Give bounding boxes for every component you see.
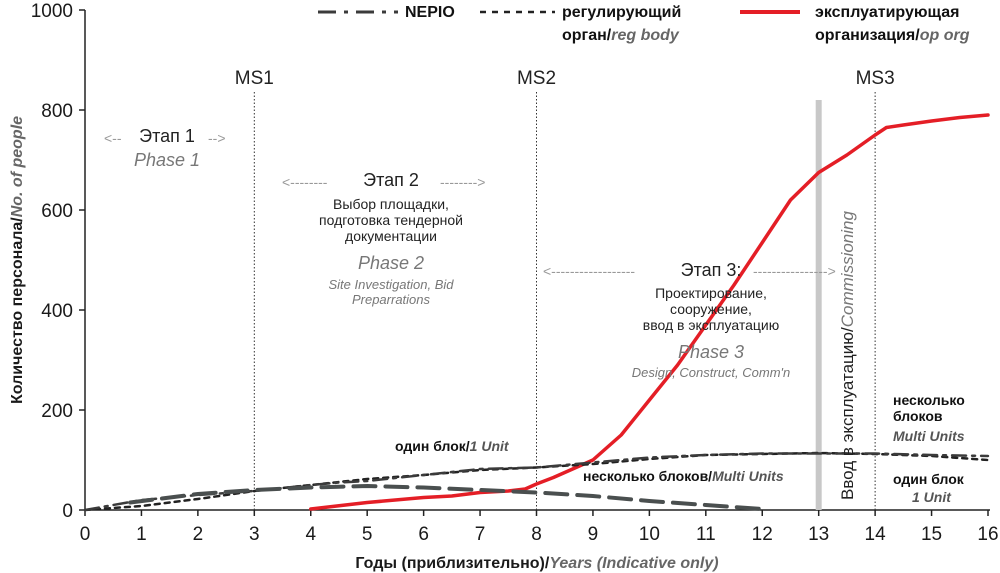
phase-3-desc-en: Design, Construct, Comm'n bbox=[632, 365, 791, 380]
y-tick-label: 0 bbox=[62, 501, 73, 522]
x-tick-label: 13 bbox=[808, 524, 829, 545]
x-tick-label: 4 bbox=[305, 524, 316, 545]
annotation-multi-en: Multi Units bbox=[712, 468, 784, 484]
annotation-multi-units: несколько блоков/Multi Units bbox=[583, 468, 784, 484]
x-tick-label: 3 bbox=[249, 524, 260, 545]
phase-2-title: Этап 2 bbox=[363, 170, 419, 190]
y-axis-title-en: No. of people bbox=[9, 116, 26, 217]
right-one-ru: один блок bbox=[893, 471, 965, 487]
x-tick-label: 0 bbox=[80, 524, 91, 545]
legend-op-label-2: организация/op org bbox=[815, 27, 970, 44]
phase-2-arrow-left: <-------- bbox=[282, 174, 328, 190]
annotation-one-unit-en: 1 Unit bbox=[470, 438, 510, 454]
phase-3-desc-ru-2: сооружение, bbox=[670, 301, 752, 317]
x-tick-label: 10 bbox=[639, 524, 660, 545]
phase-2-en: Phase 2 bbox=[358, 253, 424, 273]
legend-op-en: op org bbox=[920, 27, 970, 44]
x-tick-label: 15 bbox=[921, 524, 942, 545]
commissioning-en: Commissioning bbox=[838, 211, 857, 328]
x-axis-title-en: Years (Indicative only) bbox=[549, 555, 718, 572]
milestone-label-ms2: MS2 bbox=[517, 68, 556, 89]
y-tick-label: 800 bbox=[41, 101, 73, 122]
phase-2-arrow-right: --------> bbox=[440, 174, 485, 190]
phase-3-desc-ru-1: Проектирование, bbox=[655, 285, 767, 301]
phase-3-arrow-right: ----------------> bbox=[753, 263, 836, 279]
legend-reg-label-2: орган/reg body bbox=[562, 27, 680, 44]
phase-2-desc-ru-1: Выбор площадки, bbox=[333, 196, 449, 212]
x-tick-label: 7 bbox=[475, 524, 486, 545]
annotation-one-unit: один блок/1 Unit bbox=[395, 438, 510, 454]
legend-op-ru2: организация/ bbox=[815, 27, 920, 44]
phase-1-title: Этап 1 bbox=[139, 126, 195, 146]
commissioning-ru: Ввод в эксплуатацию/ bbox=[838, 327, 857, 500]
annotation-multi-ru: несколько блоков/ bbox=[583, 468, 712, 484]
x-tick-label: 12 bbox=[752, 524, 773, 545]
legend-op-label-1: эксплуатирующая bbox=[815, 4, 959, 21]
x-tick-label: 14 bbox=[865, 524, 887, 545]
right-multi-ru-2: блоков bbox=[893, 408, 943, 424]
x-ticks: 0 1 2 3 4 5 6 7 8 9 10 11 12 13 14 15 16 bbox=[80, 510, 999, 545]
phase-2-desc-ru-3: документации bbox=[345, 228, 437, 244]
y-tick-label: 400 bbox=[41, 301, 73, 322]
commissioning-label: Ввод в эксплуатацию/Commissioning bbox=[838, 211, 857, 500]
legend-reg-label-1: регулирующий bbox=[562, 4, 681, 21]
right-one-en: 1 Unit bbox=[912, 489, 952, 505]
x-tick-label: 2 bbox=[193, 524, 204, 545]
phase-3-en: Phase 3 bbox=[678, 342, 744, 362]
phase-1-en: Phase 1 bbox=[134, 150, 200, 170]
phase-2-desc-ru-2: подготовка тендерной bbox=[319, 212, 463, 228]
milestones: MS1 MS2 MS3 bbox=[235, 68, 895, 510]
series-line-0 bbox=[309, 113, 990, 511]
x-tick-label: 8 bbox=[531, 524, 542, 545]
right-multi-en: Multi Units bbox=[893, 428, 965, 444]
phase-2-desc-en-1: Site Investigation, Bid bbox=[328, 277, 454, 292]
phase-1-arrow-left: <-- bbox=[104, 130, 122, 146]
legend-reg-en: reg body bbox=[611, 27, 680, 44]
phase-3-title: Этап 3: bbox=[681, 260, 742, 280]
y-tick-label: 600 bbox=[41, 201, 73, 222]
phase-3: <------------------ Этап 3: ------------… bbox=[543, 260, 836, 380]
legend-nepio-label: NEPIO bbox=[405, 4, 455, 21]
phase-3-arrow-left: <------------------ bbox=[543, 263, 635, 279]
series-lines bbox=[83, 113, 990, 512]
x-tick-label: 1 bbox=[136, 524, 147, 545]
x-tick-label: 6 bbox=[418, 524, 429, 545]
x-tick-label: 11 bbox=[696, 524, 716, 545]
legend-reg-ru2: орган/ bbox=[562, 27, 612, 44]
milestone-label-ms1: MS1 bbox=[235, 68, 274, 89]
phase-3-desc-ru-3: ввод в эксплуатацию bbox=[643, 317, 779, 333]
milestone-label-ms3: MS3 bbox=[856, 68, 895, 89]
right-multi-ru-1: несколько bbox=[893, 392, 965, 408]
legend: NEPIO регулирующий орган/reg body эксплу… bbox=[318, 4, 970, 44]
phase-2: <-------- Этап 2 --------> Выбор площадк… bbox=[282, 170, 485, 307]
y-tick-label: 1000 bbox=[31, 1, 73, 22]
phase-2-desc-en-2: Preparrations bbox=[352, 292, 431, 307]
commissioning-band bbox=[815, 100, 822, 510]
x-tick-label: 16 bbox=[977, 524, 998, 545]
y-axis-title-ru: Количество персонала/ bbox=[9, 217, 26, 404]
y-tick-label: 200 bbox=[41, 401, 73, 422]
x-axis-title-ru: Годы (приблизительно)/ bbox=[355, 555, 549, 572]
y-axis-title: Количество персонала/No. of people bbox=[9, 116, 26, 404]
annotation-one-unit-ru: один блок/ bbox=[395, 438, 470, 454]
x-axis-title: Годы (приблизительно)/Years (Indicative … bbox=[355, 555, 718, 572]
phase-1: <-- Этап 1 --> Phase 1 bbox=[104, 126, 226, 170]
series-line-3 bbox=[128, 484, 765, 511]
y-ticks: 0 200 400 600 800 1000 bbox=[31, 1, 85, 522]
x-tick-label: 5 bbox=[362, 524, 373, 545]
x-tick-label: 9 bbox=[588, 524, 599, 545]
phase-1-arrow-right: --> bbox=[208, 130, 226, 146]
